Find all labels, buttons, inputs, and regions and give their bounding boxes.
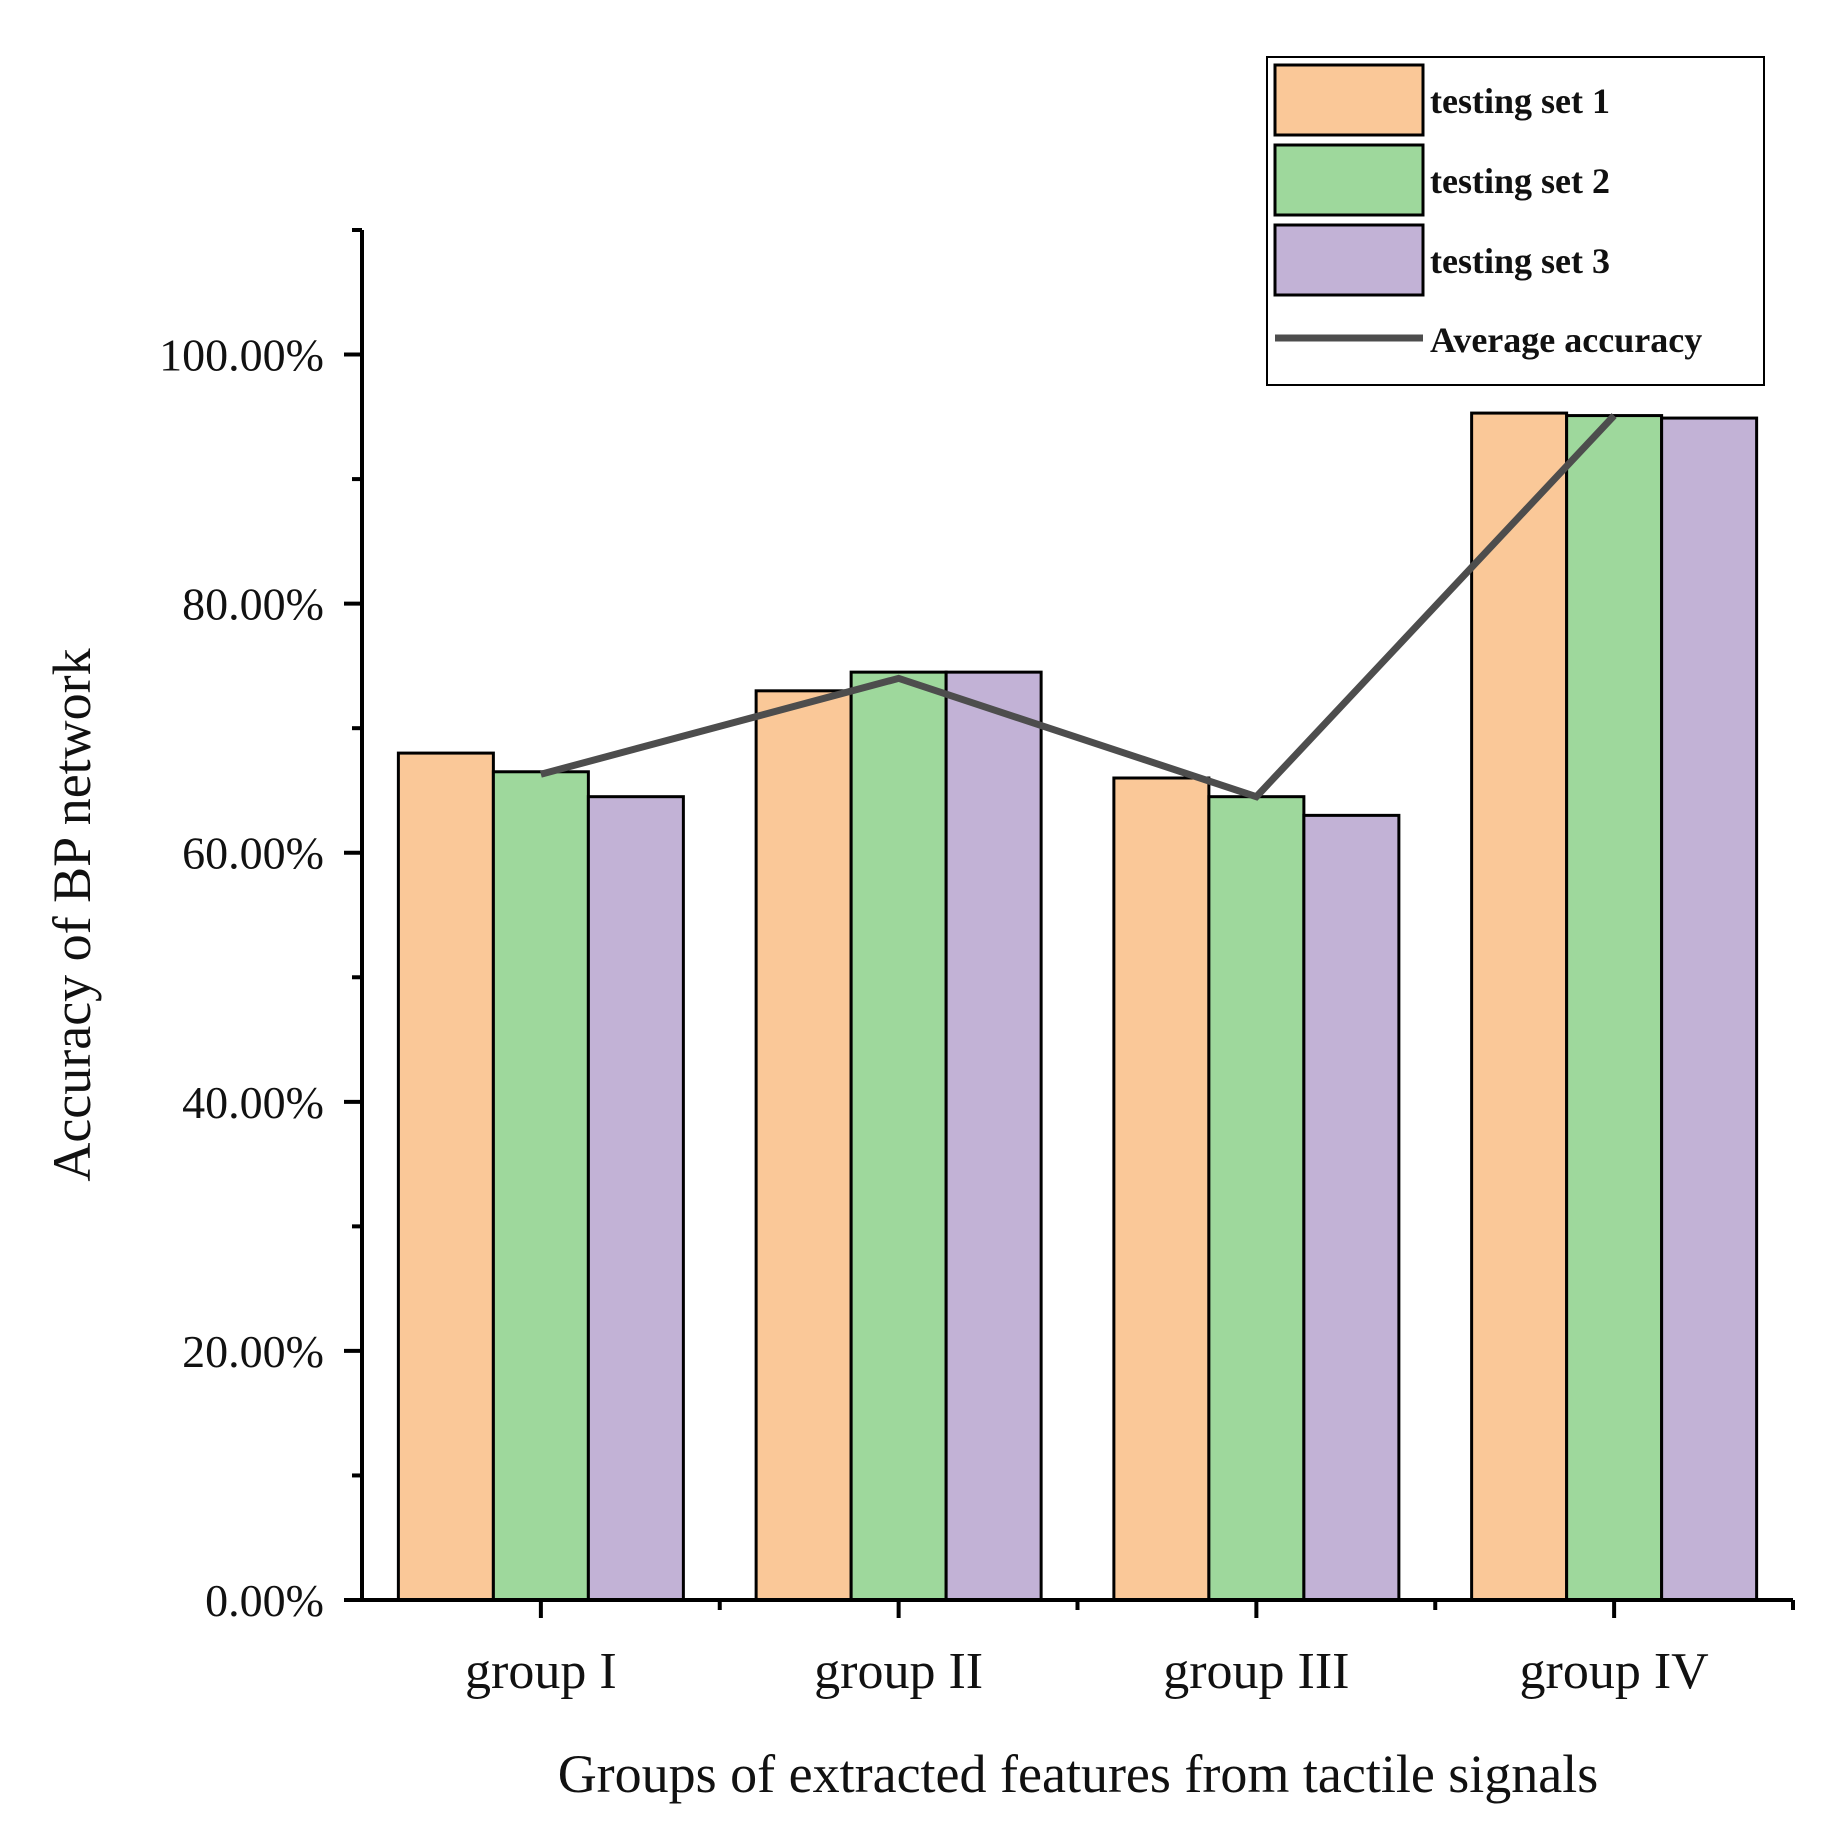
x-tick-label: group IV — [1520, 1643, 1709, 1700]
x-tick-label: group III — [1163, 1643, 1349, 1700]
axes-layer: 0.00% 20.00% 40.00% 60.00% 80.00% 100.00% grou… — [159, 228, 1795, 1700]
legend-label-1: testing set 1 — [1430, 81, 1610, 121]
bar-1-1 — [396, 751, 495, 1602]
bar-2-4 — [1565, 414, 1664, 1602]
legend-swatch-2 — [1273, 143, 1425, 217]
bar-2-2 — [849, 670, 948, 1602]
bar-3-1 — [586, 795, 685, 1602]
y-tick-label: 100.00% — [159, 330, 324, 381]
y-tick-label: 80.00% — [182, 579, 324, 630]
x-tick-label: group II — [814, 1643, 983, 1700]
x-axis-title: Groups of extracted features from tactil… — [558, 1744, 1599, 1804]
y-tick-label: 0.00% — [205, 1575, 324, 1626]
y-axis-title: Accuracy of BP network — [42, 648, 102, 1181]
bar-1-2 — [754, 689, 853, 1602]
bar-2-1 — [491, 770, 590, 1602]
legend: testing set 1 testing set 2 testing set 3 A… — [1266, 56, 1765, 386]
bar-1-3 — [1112, 776, 1211, 1602]
legend-swatch-3 — [1273, 223, 1425, 297]
legend-label-3: testing set 3 — [1430, 241, 1610, 281]
y-tick-label: 20.00% — [182, 1326, 324, 1377]
legend-label-2: testing set 2 — [1430, 161, 1610, 201]
average-line-layer — [539, 413, 1617, 801]
legend-swatch-1 — [1273, 63, 1425, 137]
bars-layer — [396, 411, 1759, 1602]
y-tick-label: 60.00% — [182, 828, 324, 879]
bar-2-3 — [1207, 795, 1306, 1602]
y-tick-label: 40.00% — [182, 1077, 324, 1128]
bar-3-2 — [944, 670, 1043, 1602]
bar-3-4 — [1660, 416, 1759, 1602]
legend-label-average: Average accuracy — [1430, 320, 1702, 360]
bar-3-3 — [1302, 813, 1401, 1602]
bar-1-4 — [1470, 411, 1569, 1602]
x-tick-label: group I — [465, 1643, 617, 1700]
average-accuracy-line — [539, 413, 1617, 801]
